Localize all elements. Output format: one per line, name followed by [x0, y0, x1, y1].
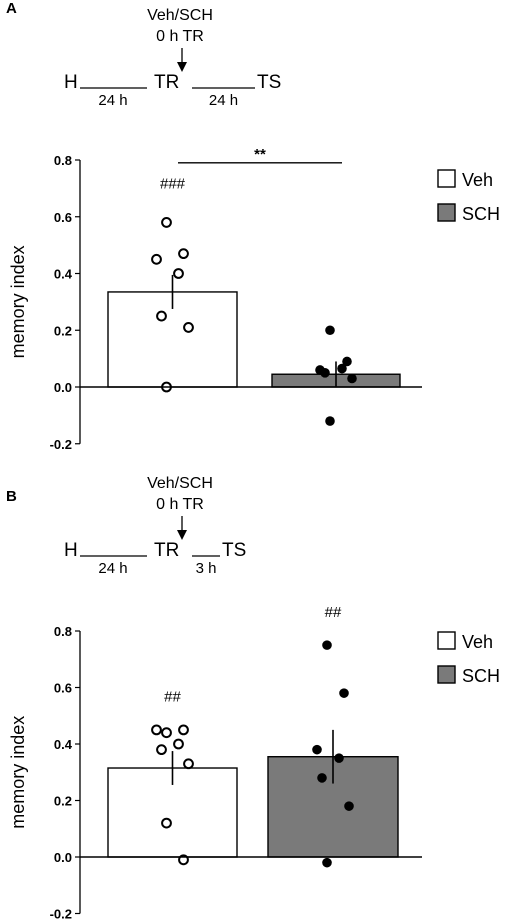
legend-label-veh: Veh [462, 170, 493, 190]
protocol-step-ts: TS [257, 72, 281, 93]
data-point [156, 744, 167, 756]
data-point [161, 217, 172, 228]
y-axis-label: memory index [8, 716, 28, 829]
y-tick-label: 0.8 [54, 153, 72, 168]
y-tick-label: 0.4 [54, 737, 73, 752]
data-point [342, 356, 352, 367]
protocol-step-ts: TS [222, 540, 246, 561]
annotation-label: ## [164, 689, 181, 706]
arrow-head-icon [177, 62, 187, 72]
data-point [173, 738, 184, 750]
data-point [312, 744, 322, 755]
y-tick-label: 0.0 [54, 380, 72, 395]
data-point [322, 640, 332, 650]
y-tick-label: -0.2 [50, 907, 72, 922]
annotation-label: ## [325, 604, 342, 621]
protocol-treatment-label: Veh/SCH [147, 7, 213, 24]
y-tick-label: 0.2 [54, 323, 72, 338]
protocol-step-tr: TR [154, 540, 179, 561]
y-tick-label: 0.0 [54, 850, 72, 865]
legend-swatch-sch [437, 665, 456, 684]
data-point [320, 368, 330, 378]
y-tick-label: -0.2 [50, 437, 72, 452]
y-axis-label: memory index [8, 245, 28, 358]
data-point [183, 322, 194, 333]
legend-swatch-sch [437, 203, 456, 222]
data-point [344, 801, 354, 811]
y-tick-label: 0.8 [54, 624, 72, 639]
protocol-treatment-label: Veh/SCH [147, 475, 213, 492]
panel-letter: A [6, 0, 17, 17]
data-point [317, 773, 327, 783]
legend-label-veh: Veh [462, 632, 493, 652]
data-point [151, 724, 162, 736]
arrow-head-icon [177, 530, 187, 540]
protocol-step-h: H [64, 72, 78, 93]
data-point [178, 724, 189, 736]
data-point [151, 253, 162, 265]
data-point [325, 416, 335, 426]
legend-label-sch: SCH [462, 204, 500, 224]
legend-swatch-veh [437, 169, 456, 188]
protocol-interval-label: 24 h [98, 560, 127, 577]
data-point [322, 857, 332, 868]
y-tick-label: 0.2 [54, 794, 72, 809]
data-point [337, 363, 347, 374]
significance-label: ** [254, 146, 266, 163]
data-point [178, 248, 189, 260]
y-tick-label: 0.4 [54, 267, 73, 282]
data-point [183, 758, 194, 770]
protocol-interval-label: 3 h [196, 560, 217, 577]
data-point [325, 325, 335, 336]
protocol-step-tr: TR [154, 72, 179, 93]
data-point [347, 373, 357, 384]
legend-swatch-veh [437, 631, 456, 650]
protocol-timepoint-label: 0 h TR [156, 28, 204, 45]
legend-label-sch: SCH [462, 666, 500, 686]
protocol-interval-label: 24 h [209, 92, 238, 109]
panel-letter: B [6, 488, 17, 505]
data-point [156, 310, 167, 322]
data-point [161, 727, 172, 739]
annotation-label: ### [160, 175, 186, 192]
y-tick-label: 0.6 [54, 681, 72, 696]
data-point [339, 688, 349, 698]
protocol-step-h: H [64, 540, 78, 561]
protocol-timepoint-label: 0 h TR [156, 496, 204, 513]
data-point [173, 268, 184, 279]
y-tick-label: 0.6 [54, 210, 72, 225]
protocol-interval-label: 24 h [98, 92, 127, 109]
data-point [334, 753, 344, 763]
data-point [161, 817, 172, 829]
